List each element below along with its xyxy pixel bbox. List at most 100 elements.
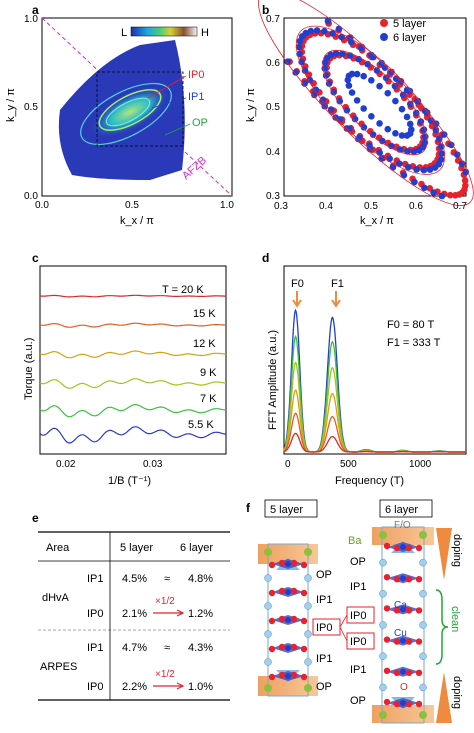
series-6layer-point xyxy=(395,160,403,167)
b-xtick-4: 0.7 xyxy=(453,201,467,212)
series-6layer-point xyxy=(447,141,455,149)
series-5layer-point xyxy=(446,191,454,199)
colorbar xyxy=(130,26,198,37)
o-atom xyxy=(278,671,286,679)
d-xtick-0: 0 xyxy=(285,459,291,470)
b-ytick-0: 0.3 xyxy=(266,191,280,202)
title-6layer-box xyxy=(379,499,433,518)
region-doping-top: doping xyxy=(451,534,463,567)
label-op: OP xyxy=(192,117,208,129)
series-6layer-point xyxy=(329,30,336,37)
ip1-pointer xyxy=(151,97,187,109)
series-6layer-point xyxy=(321,102,329,110)
o-atom xyxy=(290,643,298,651)
series-5layer-point xyxy=(456,191,463,198)
series-6layer-point xyxy=(336,116,344,123)
o-atom xyxy=(415,638,423,645)
arpes-v5-1: 2.2% xyxy=(122,681,147,693)
ba-atom xyxy=(419,711,427,719)
panel-a-label: a xyxy=(32,3,39,17)
o-atom xyxy=(300,561,308,569)
fit-contour-2 xyxy=(322,49,428,156)
c-temp-3: 9 K xyxy=(200,367,217,379)
b-xtick-1: 0.4 xyxy=(319,201,333,212)
a-ytick-0: 0.0 xyxy=(24,191,38,202)
o-atom xyxy=(393,700,401,708)
series-6layer-point xyxy=(438,150,446,157)
series-6layer-point xyxy=(292,69,299,76)
fft-curve-5 xyxy=(283,432,466,453)
left-label-1: IP1 xyxy=(316,594,333,606)
cu-atom xyxy=(285,617,291,623)
series-6layer-point xyxy=(330,88,338,96)
o-atom xyxy=(383,636,391,643)
dhva-v6-0: 4.8% xyxy=(188,573,213,585)
right-label-1: IP1 xyxy=(350,581,367,593)
region-clean: clean xyxy=(449,606,461,632)
o-atom xyxy=(278,643,286,651)
fft-curve-2 xyxy=(283,361,466,453)
ca-atom xyxy=(264,658,272,666)
series-6layer-point xyxy=(411,178,418,186)
series-6layer-point xyxy=(311,91,318,99)
series-6layer-point xyxy=(284,58,291,65)
o-atom xyxy=(278,559,286,567)
c-xtick-1: 0.03 xyxy=(143,459,163,470)
dhva-rel-0: ≈ xyxy=(164,573,170,585)
ba-atom xyxy=(379,711,387,719)
c-temp-4: 7 K xyxy=(200,393,217,405)
series-6layer-point xyxy=(379,137,386,145)
region-doping-bottom: doping xyxy=(451,676,463,709)
ip0-link-b xyxy=(339,626,348,642)
o-atom xyxy=(393,544,401,552)
d-ylabel: FFT Amplitude (a.u.) xyxy=(267,330,279,430)
c-temp-2: 12 K xyxy=(193,338,216,350)
panel-d-label: d xyxy=(262,251,269,265)
atom-o: O xyxy=(400,682,408,693)
afzb-line xyxy=(41,17,233,197)
arpes-halving-arrow xyxy=(153,682,185,690)
cu-atom xyxy=(400,544,406,550)
series-6layer-point xyxy=(421,107,429,115)
o-atom xyxy=(290,587,298,595)
series-6layer-point xyxy=(399,91,407,99)
torque-curve-0 xyxy=(40,294,226,298)
group-arpes: ARPES xyxy=(40,661,77,673)
series-6layer-point xyxy=(412,109,420,117)
series-6layer-point xyxy=(406,120,414,128)
o-atom xyxy=(290,615,298,623)
colorbar-high: H xyxy=(201,27,209,39)
series-6layer-point xyxy=(440,131,448,138)
o-atom xyxy=(393,576,401,583)
cu-atom xyxy=(400,575,406,582)
dhva-rel-1: ×1/2 xyxy=(155,596,175,607)
legend-6layer-marker xyxy=(380,33,388,41)
torque-curve-4 xyxy=(39,404,226,418)
series-5layer-point xyxy=(462,182,469,189)
th-area: Area xyxy=(46,542,70,554)
left-label-3: IP1 xyxy=(316,653,333,665)
c-ylabel: Torque (a.u.) xyxy=(23,338,35,400)
a-xtick-2: 1.0 xyxy=(220,200,234,211)
legend-5layer: 5 layer xyxy=(393,18,426,30)
b-ytick-2: 0.5 xyxy=(266,102,280,113)
series-6layer-point xyxy=(438,192,446,200)
panel-b: b 5 layer 6 layer 0.3 0.4 0.5 0.6 0.7 0.… xyxy=(245,0,474,227)
d-xtick-1: 500 xyxy=(340,459,357,470)
ca-atom xyxy=(264,630,272,638)
doping-wedge-bottom xyxy=(436,672,452,723)
atom-ca: Ca xyxy=(394,600,407,611)
o-atom xyxy=(393,607,401,614)
panel-e-label: e xyxy=(32,511,39,525)
legend-6layer: 6 layer xyxy=(393,32,426,44)
ba-atom xyxy=(264,684,272,692)
o-atom xyxy=(415,607,423,614)
ca-atom xyxy=(304,602,312,610)
fft-curve-0 xyxy=(283,308,466,453)
dhva-v6-1: 1.2% xyxy=(188,608,213,620)
panel-c-label: c xyxy=(32,251,39,265)
panel-f: f 5 layer 6 layer OP IP1 IP0 IP1 OP OP I… xyxy=(246,499,463,724)
ca-atom xyxy=(304,658,312,666)
o-atom xyxy=(415,700,423,708)
